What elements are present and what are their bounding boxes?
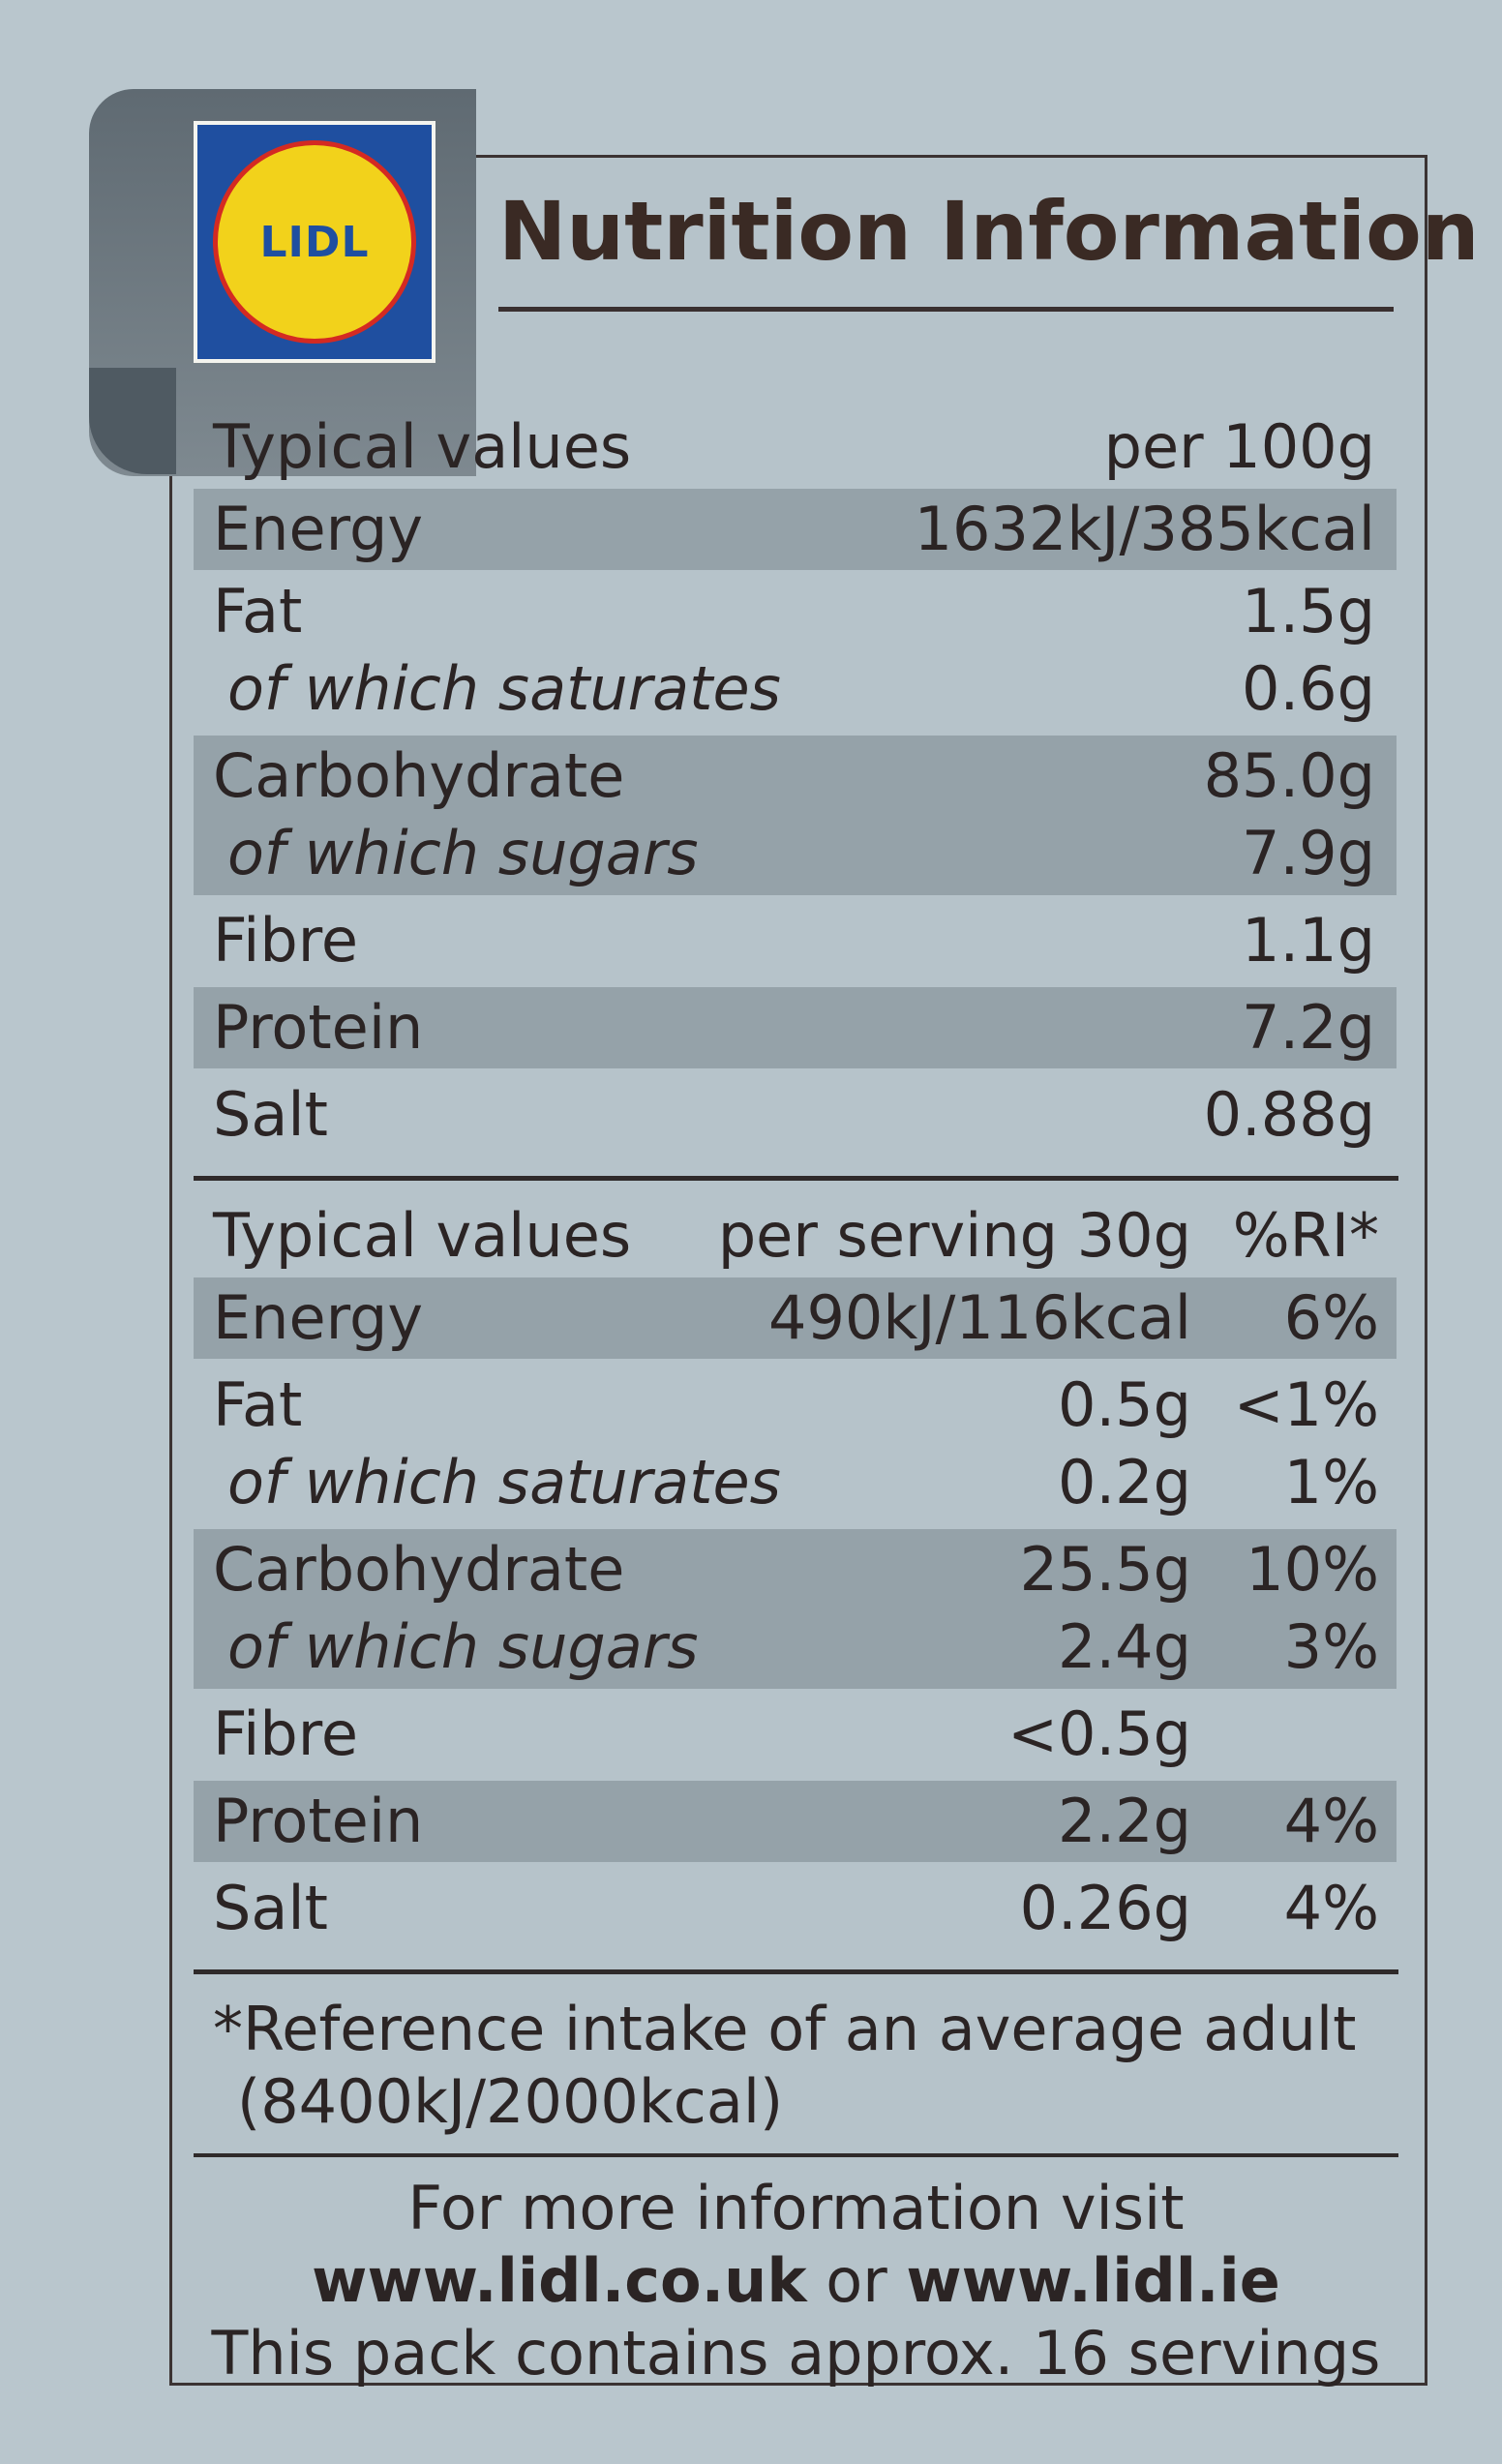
section-divider <box>194 1969 1398 1974</box>
page-title: Nutrition Information <box>498 184 1480 279</box>
ri-percent: 4% <box>1283 1786 1379 1856</box>
ri-percent: <1% <box>1233 1369 1379 1440</box>
nutrient-value: 0.6g <box>1242 653 1375 724</box>
nutrient-label: Fibre <box>213 905 359 976</box>
tableServing-row: of which saturates 0.2g 1% <box>194 1442 1397 1523</box>
nutrient-value: 2.4g <box>1058 1611 1191 1682</box>
nutrient-label: Energy <box>213 1282 424 1353</box>
title-underline <box>498 307 1394 312</box>
section-divider <box>194 2153 1398 2157</box>
info-links: www.lidl.co.uk or www.lidl.ie <box>194 2245 1398 2316</box>
nutrient-value: 1.5g <box>1242 576 1375 646</box>
ri-percent: 3% <box>1283 1611 1379 1682</box>
nutrient-value: <0.5g <box>1007 1698 1191 1769</box>
nutrient-label: Carbohydrate <box>213 740 625 811</box>
nutrient-sublabel: of which saturates <box>227 1447 781 1517</box>
table100-row: Fibre 1.1g <box>194 900 1397 981</box>
nutrient-value: 2.2g <box>1058 1786 1191 1856</box>
nutrient-sublabel: of which saturates <box>227 653 781 724</box>
table100-row-group: Carbohydrate 85.0g of which sugars 7.9g <box>194 736 1397 895</box>
table100-header-col1: per 100g <box>1103 411 1375 482</box>
nutrient-label: Salt <box>213 1079 328 1150</box>
tableServing-row: Fat 0.5g <1% <box>194 1365 1397 1446</box>
footnote-line1: *Reference intake of an average adult <box>213 1994 1357 2064</box>
footnote-line2: (8400kJ/2000kcal) <box>237 2066 784 2137</box>
nutrient-value: 85.0g <box>1203 740 1375 811</box>
table100-row: Energy 1632kJ/385kcal <box>194 489 1397 570</box>
tableServing-header-label: Typical values <box>213 1200 632 1271</box>
table100-row: of which saturates 0.6g <box>194 648 1397 730</box>
lidl-ie-link[interactable]: www.lidl.ie <box>906 2245 1280 2316</box>
info-line1: For more information visit <box>407 2173 1185 2243</box>
tableServing-row: Salt 0.26g 4% <box>194 1868 1397 1949</box>
section-divider <box>194 1176 1398 1181</box>
ri-percent: 1% <box>1283 1447 1379 1517</box>
nutrient-value: 7.2g <box>1242 992 1375 1063</box>
ri-percent: 6% <box>1283 1282 1379 1353</box>
tableServing-header-col2: %RI* <box>1232 1200 1379 1271</box>
tableServing-row-group: Carbohydrate 25.5g 10% of which sugars 2… <box>194 1529 1397 1689</box>
tableServing-row: Energy 490kJ/116kcal 6% <box>194 1277 1397 1359</box>
nutrient-label: Protein <box>213 1786 424 1856</box>
nutrient-label: Fat <box>213 576 303 646</box>
table100-header: Typical values per 100g <box>194 406 1397 488</box>
table100-row: Fat 1.5g <box>194 571 1397 652</box>
lidl-logo-text: LIDL <box>259 217 370 267</box>
info-servings: This pack contains approx. 16 servings <box>211 2318 1381 2389</box>
nutrient-value: 7.9g <box>1242 818 1375 888</box>
nutrient-value: 0.2g <box>1058 1447 1191 1517</box>
tableServing-header-col1: per serving 30g <box>717 1200 1191 1271</box>
nutrition-panel <box>169 155 1427 2386</box>
nutrient-label: Carbohydrate <box>213 1534 625 1605</box>
lidl-logo-disc: LIDL <box>213 140 416 344</box>
nutrient-sublabel: of which sugars <box>227 1611 699 1682</box>
table100-header-label: Typical values <box>213 411 632 482</box>
nutrient-value: 1.1g <box>1242 905 1375 976</box>
tableServing-header: Typical values per serving 30g %RI* <box>194 1195 1397 1277</box>
nutrient-label: Protein <box>213 992 424 1063</box>
nutrient-value: 0.88g <box>1203 1079 1375 1150</box>
table100-row: Protein 7.2g <box>194 987 1397 1068</box>
nutrient-value: 490kJ/116kcal <box>768 1282 1191 1353</box>
nutrient-label: Salt <box>213 1873 328 1943</box>
nutrient-label: Fat <box>213 1369 303 1440</box>
nutrient-label: Fibre <box>213 1698 359 1769</box>
nutrient-value: 1632kJ/385kcal <box>914 494 1375 564</box>
nutrient-value: 25.5g <box>1019 1534 1191 1605</box>
ri-percent: 4% <box>1283 1873 1379 1943</box>
nutrient-value: 0.5g <box>1058 1369 1191 1440</box>
nutrient-value: 0.26g <box>1019 1873 1191 1943</box>
lidl-uk-link[interactable]: www.lidl.co.uk <box>312 2245 807 2316</box>
nutrient-sublabel: of which sugars <box>227 818 699 888</box>
lidl-logo: LIDL <box>194 121 436 363</box>
table100-row: Salt 0.88g <box>194 1074 1397 1156</box>
ri-percent: 10% <box>1246 1534 1379 1605</box>
nutrient-label: Energy <box>213 494 424 564</box>
tableServing-row: Fibre <0.5g <box>194 1694 1397 1775</box>
tableServing-row: Protein 2.2g 4% <box>194 1781 1397 1862</box>
info-or: or <box>806 2245 907 2316</box>
